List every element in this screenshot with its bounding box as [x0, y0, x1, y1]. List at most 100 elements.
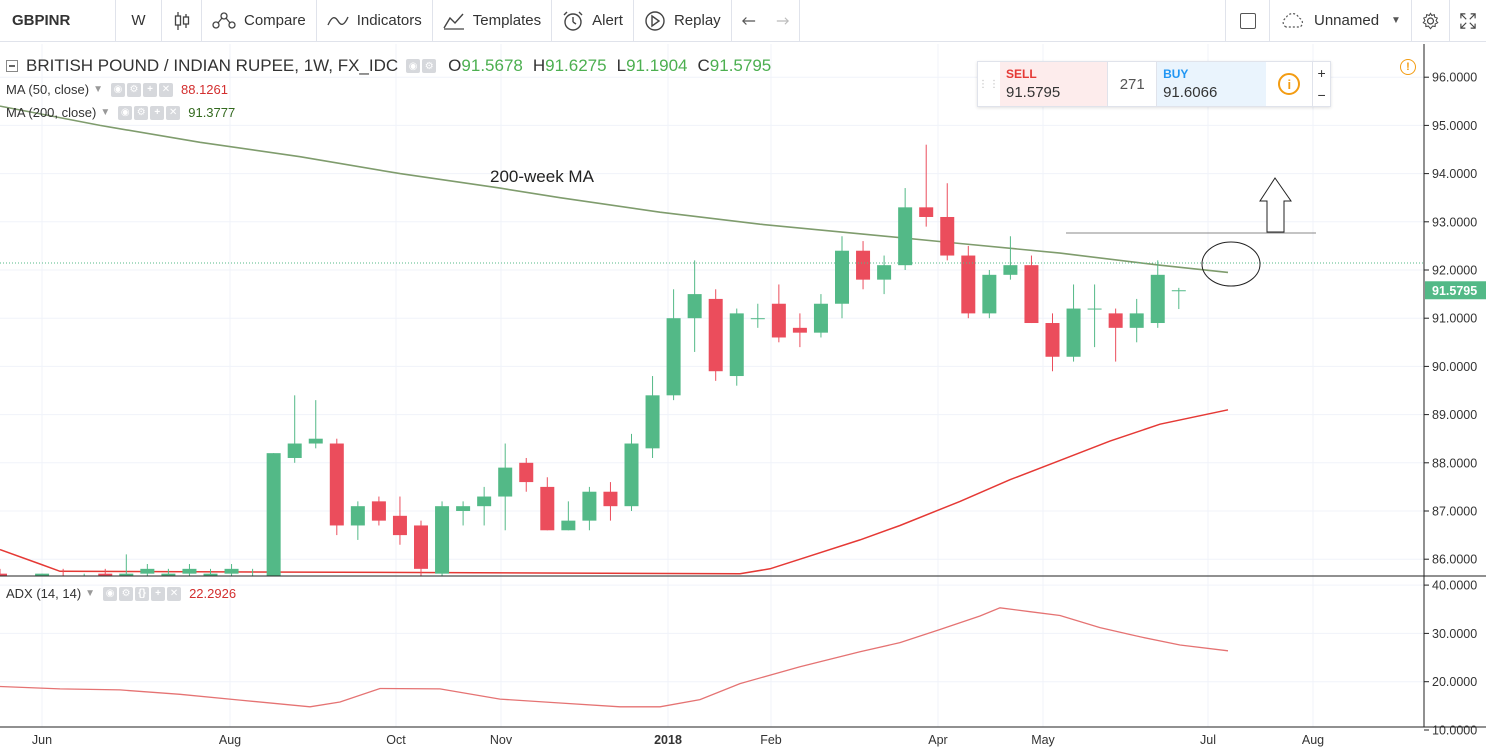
- gear-icon[interactable]: ⚙: [422, 59, 437, 73]
- candle-body: [161, 573, 176, 576]
- toolbar-spacer: [800, 0, 1226, 42]
- eye-icon[interactable]: ◉: [406, 59, 421, 73]
- redo-button[interactable]: [766, 0, 800, 42]
- candle: [140, 564, 155, 576]
- plus-icon[interactable]: +: [150, 105, 165, 120]
- candle: [252, 568, 254, 576]
- ma200-annotation-text: 200-week MA: [490, 167, 595, 186]
- interval-button[interactable]: W: [116, 0, 162, 42]
- adx-line: [0, 607, 1229, 708]
- candle: [1150, 260, 1165, 328]
- buy-button[interactable]: BUY 91.6066: [1157, 62, 1267, 106]
- candle: [961, 245, 976, 319]
- expand-button[interactable]: [1450, 0, 1486, 42]
- candle-body: [266, 453, 281, 576]
- adx-legend[interactable]: ADX (14, 14) ▼ ◉ ⚙ {} + ✕ 22.2926: [6, 586, 236, 601]
- adx-name: ADX (14, 14): [6, 586, 82, 601]
- candle-body: [1129, 313, 1144, 328]
- plus-button[interactable]: +: [1317, 65, 1326, 81]
- candle: [708, 289, 723, 381]
- source-code-icon[interactable]: {}: [135, 586, 150, 601]
- compare-button[interactable]: Compare: [202, 0, 317, 42]
- candle-body: [835, 250, 849, 304]
- alert-warning-icon[interactable]: !: [1400, 59, 1416, 75]
- close-icon[interactable]: ✕: [166, 105, 181, 120]
- candle: [750, 303, 765, 328]
- alert-label: Alert: [592, 12, 623, 29]
- minus-button[interactable]: −: [1317, 87, 1326, 103]
- candle: [329, 438, 344, 536]
- candle: [350, 501, 365, 540]
- candle-body: [77, 578, 91, 579]
- candle: [1087, 284, 1102, 348]
- quantity-stepper: + −: [1312, 62, 1330, 106]
- gear-icon[interactable]: ⚙: [134, 105, 149, 120]
- ma50-value: 88.1261: [181, 82, 228, 97]
- layout-menu-button[interactable]: Unnamed ▼: [1270, 0, 1412, 42]
- candle: [729, 308, 744, 386]
- candle-body: [1087, 308, 1102, 310]
- price-chart[interactable]: 96.0000 95.0000 94.0000 93.0000 92.0000 91.00…: [0, 43, 1486, 747]
- candle: [1129, 298, 1144, 343]
- close-icon[interactable]: ✕: [159, 82, 173, 97]
- candle-body: [1024, 265, 1039, 324]
- candle: [182, 564, 197, 576]
- collapse-legend-button[interactable]: [6, 60, 18, 72]
- candle: [603, 482, 618, 521]
- square-icon: [1239, 12, 1256, 29]
- gear-icon[interactable]: ⚙: [119, 586, 134, 601]
- eye-icon[interactable]: ◉: [111, 82, 125, 97]
- alert-button[interactable]: Alert: [552, 0, 634, 42]
- up-arrow-icon: [1259, 177, 1292, 233]
- settings-button[interactable]: [1412, 0, 1450, 42]
- undo-button[interactable]: [732, 0, 766, 42]
- candle: [919, 144, 934, 227]
- time-axis-label: Jun: [32, 733, 52, 747]
- ma50-legend[interactable]: MA (50, close) ▼ ◉ ⚙ + ✕ 88.1261: [6, 82, 228, 97]
- candle-body: [540, 486, 555, 531]
- time-axis-label: Aug: [1302, 733, 1324, 747]
- gear-icon: [1422, 11, 1439, 29]
- drag-handle-icon[interactable]: ⋮⋮: [978, 78, 1000, 90]
- spread-value: 271: [1107, 62, 1158, 106]
- symbol-search-button[interactable]: GBPINR: [0, 0, 116, 42]
- chevron-down-icon: ▼: [1391, 15, 1401, 26]
- candle: [645, 376, 660, 458]
- top-toolbar: GBPINR W Compare Indicators Templates Al…: [0, 0, 1486, 42]
- candle: [308, 400, 323, 449]
- replay-button[interactable]: Replay: [634, 0, 732, 42]
- candle-body: [624, 443, 639, 507]
- plus-icon[interactable]: +: [151, 586, 166, 601]
- sell-label: SELL: [1006, 67, 1037, 81]
- candle: [62, 568, 64, 576]
- time-axis-label: May: [1031, 733, 1055, 747]
- layout-name: Unnamed: [1314, 12, 1380, 29]
- eye-icon[interactable]: ◉: [118, 105, 133, 120]
- candle: [666, 289, 681, 401]
- candle-body: [1066, 308, 1081, 357]
- indicators-button[interactable]: Indicators: [317, 0, 433, 42]
- time-axis-label: Feb: [760, 733, 782, 747]
- ma200-name: MA (200, close): [6, 105, 97, 120]
- templates-button[interactable]: Templates: [433, 0, 553, 42]
- close-icon[interactable]: ✕: [167, 586, 182, 601]
- high-label: H: [532, 56, 546, 75]
- buy-label: BUY: [1163, 67, 1189, 81]
- compare-icon: [212, 11, 236, 30]
- candle: [266, 453, 281, 576]
- price-tick-label: 91.0000: [1432, 312, 1477, 326]
- candle: [0, 568, 7, 576]
- gear-icon[interactable]: ⚙: [127, 82, 141, 97]
- info-button[interactable]: i: [1266, 62, 1312, 106]
- plus-icon[interactable]: +: [143, 82, 157, 97]
- candle-body: [856, 250, 871, 280]
- sell-button[interactable]: SELL 91.5795: [1000, 62, 1108, 106]
- adx-tick-label: 30.0000: [1432, 627, 1477, 641]
- chart-type-button[interactable]: [162, 0, 202, 42]
- candle: [456, 501, 471, 526]
- ma200-legend-buttons: ◉ ⚙ + ✕: [118, 105, 181, 120]
- fullscreen-toggle-button[interactable]: [1226, 0, 1270, 42]
- price-tick-label: 88.0000: [1432, 456, 1477, 470]
- ma200-legend[interactable]: MA (200, close) ▼ ◉ ⚙ + ✕ 91.3777: [6, 105, 235, 120]
- eye-icon[interactable]: ◉: [103, 586, 118, 601]
